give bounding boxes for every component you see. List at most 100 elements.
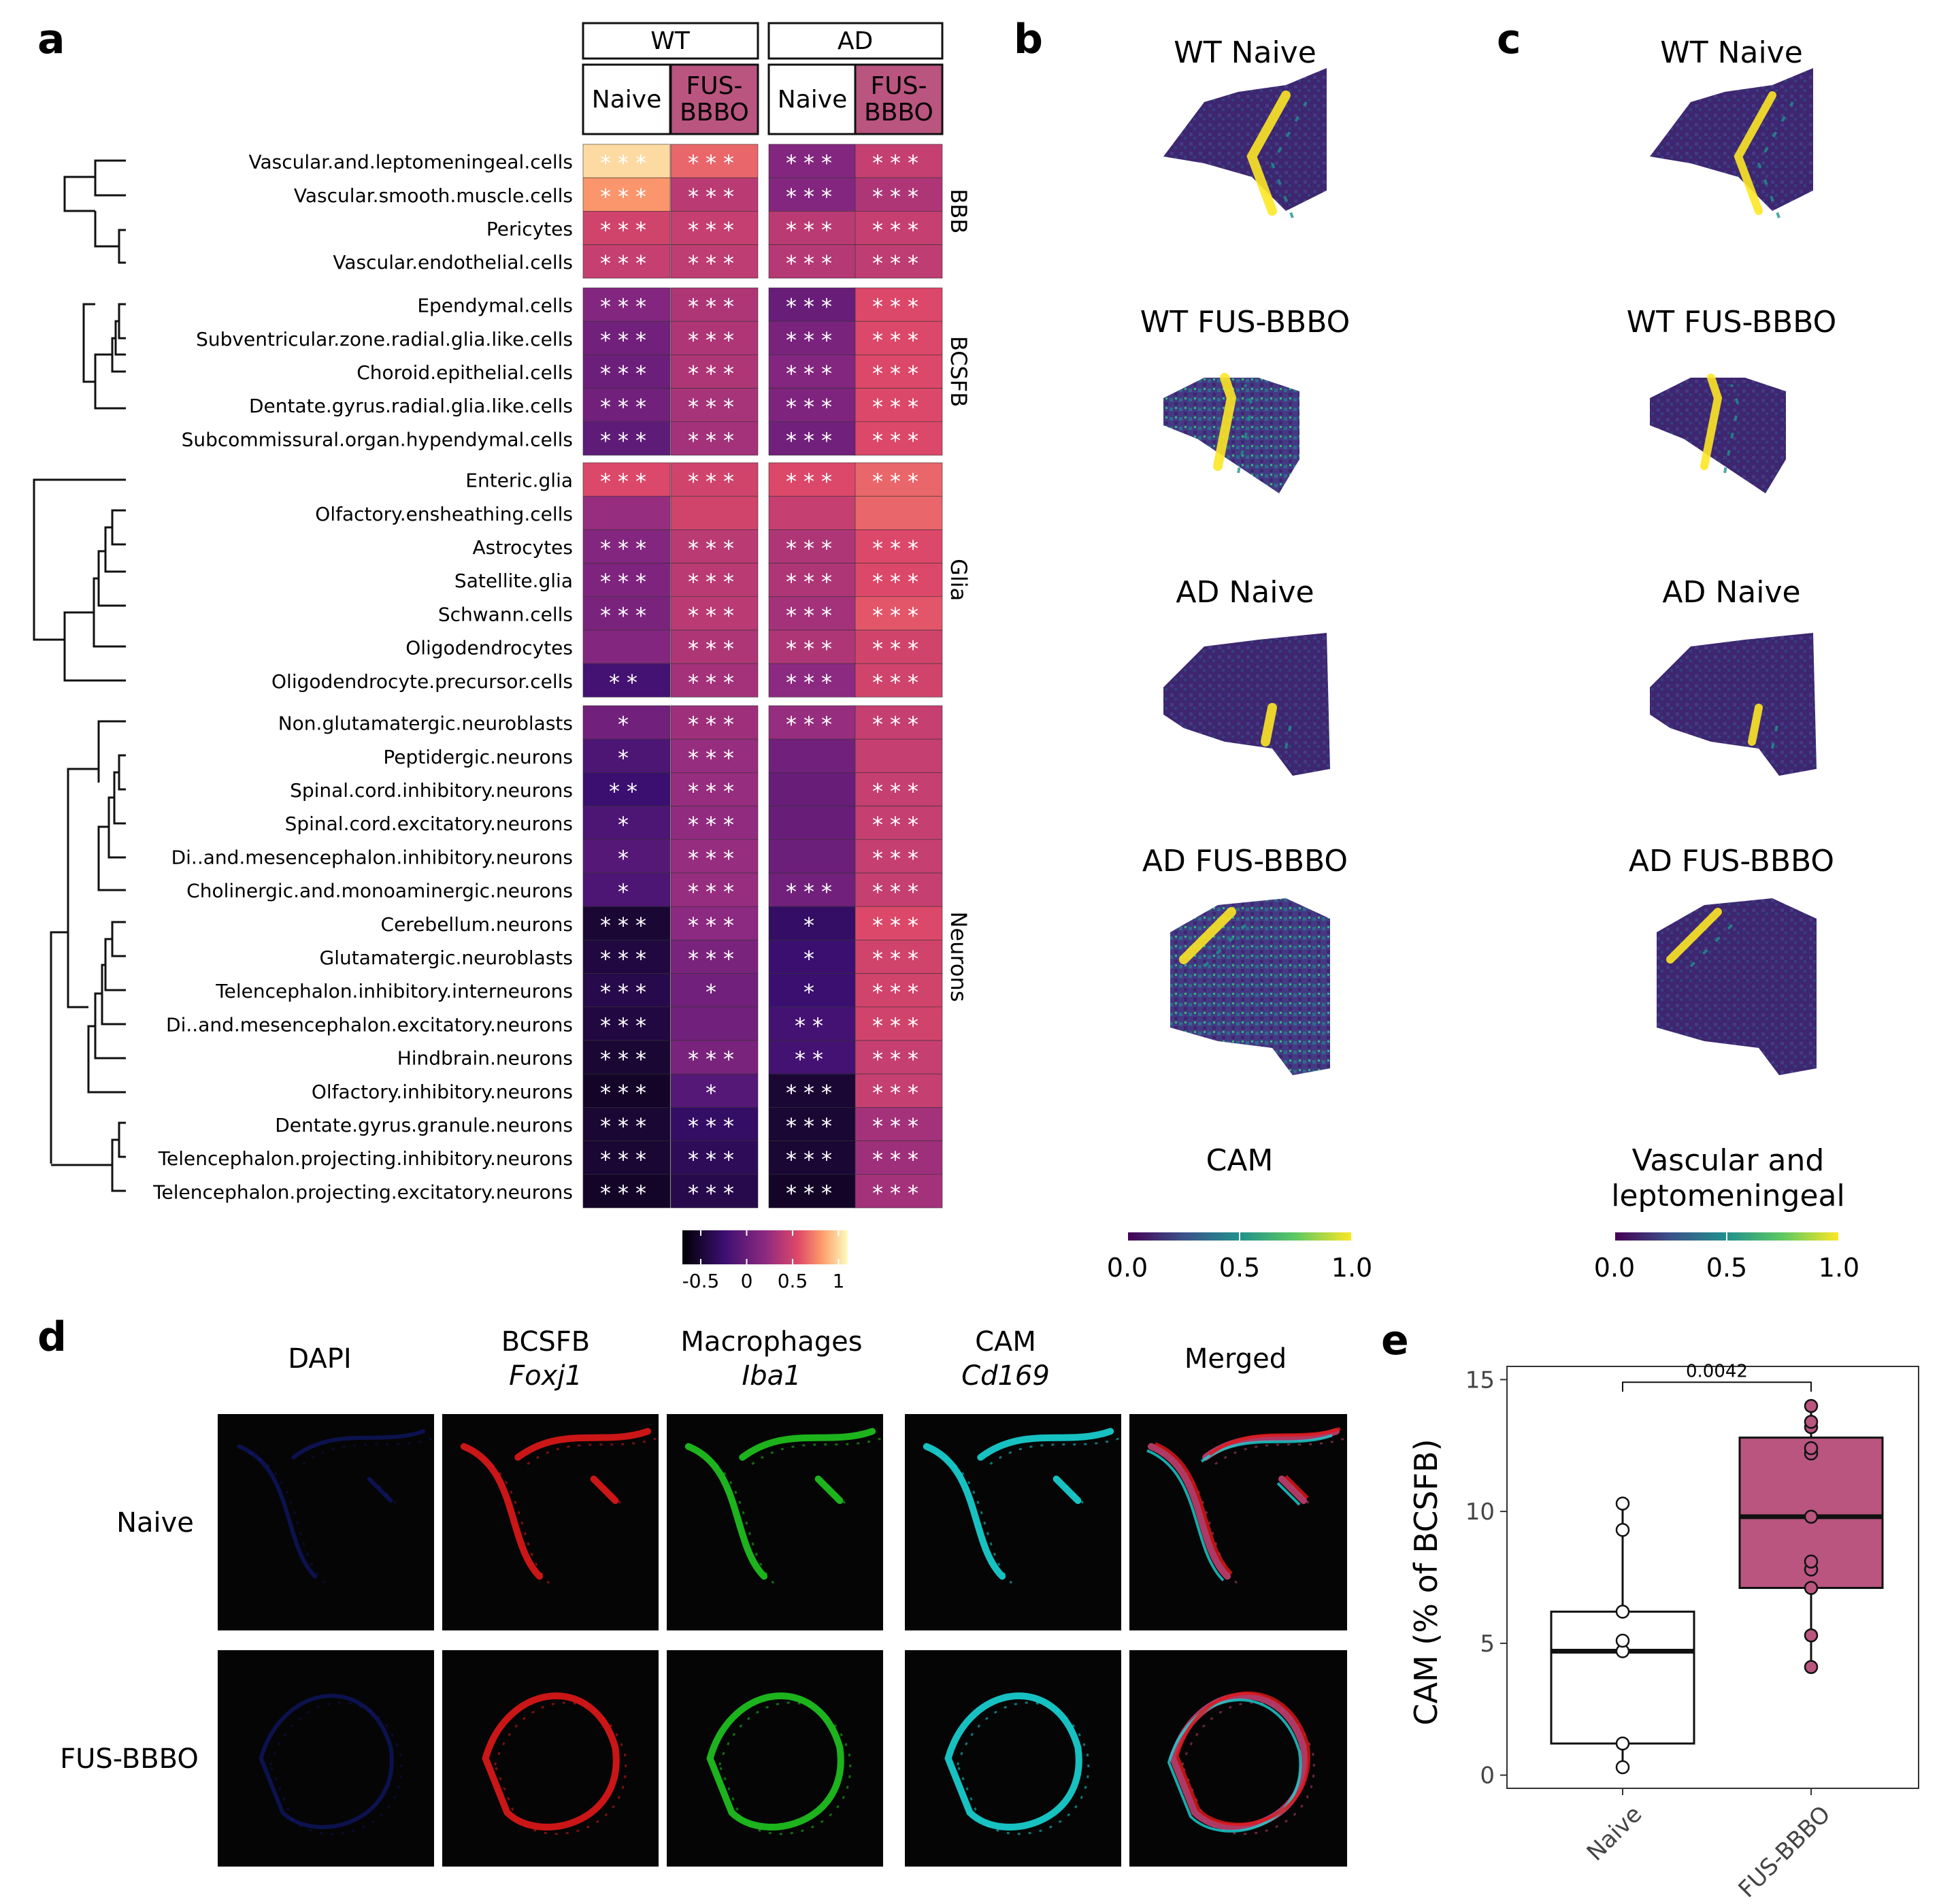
micro-image bbox=[218, 1414, 434, 1630]
significance-stars: *** bbox=[872, 536, 925, 561]
heatmap-cell bbox=[670, 738, 759, 773]
row-label: Schwann.cells bbox=[438, 603, 573, 625]
row-label: Cerebellum.neurons bbox=[381, 913, 573, 936]
significance-stars: * bbox=[706, 979, 723, 1005]
significance-stars: ** bbox=[609, 778, 644, 804]
heatmap-cell bbox=[768, 244, 857, 279]
heatmap-cell bbox=[855, 421, 943, 456]
heatmap-cell bbox=[855, 1140, 943, 1175]
significance-stars: *** bbox=[786, 1180, 839, 1206]
spatial-title: AD FUS-BBBO bbox=[1629, 844, 1834, 879]
heatmap-cell bbox=[768, 906, 857, 940]
row-label: Spinal.cord.inhibitory.neurons bbox=[290, 779, 573, 802]
significance-stars: *** bbox=[688, 1180, 741, 1206]
heatmap-cell bbox=[582, 211, 671, 245]
significance-stars: *** bbox=[688, 150, 741, 176]
significance-stars: * bbox=[618, 879, 635, 905]
significance-stars: * bbox=[803, 946, 821, 972]
micro-signal-speckle bbox=[718, 1701, 852, 1835]
row-label: Glutamatergic.neuroblasts bbox=[320, 947, 573, 969]
heatmap-cell bbox=[855, 839, 943, 874]
signal-hotspot bbox=[1213, 373, 1237, 471]
significance-stars: *** bbox=[872, 946, 925, 972]
block-label: Glia bbox=[946, 559, 972, 601]
micro-column-marker: Iba1 bbox=[742, 1360, 801, 1392]
significance-stars: *** bbox=[600, 217, 653, 243]
heatmap-cell bbox=[670, 906, 759, 940]
colorbar-tick-label: 1 bbox=[833, 1270, 845, 1292]
heatmap-cell bbox=[855, 1040, 943, 1074]
heatmap-cell bbox=[582, 355, 671, 389]
significance-stars: *** bbox=[872, 979, 925, 1005]
heatmap-cell bbox=[670, 839, 759, 874]
signal-hotspot bbox=[1179, 907, 1236, 964]
micro-signal bbox=[684, 1428, 876, 1580]
panel-letter-e: e bbox=[1381, 1317, 1409, 1364]
significance-stars: *** bbox=[688, 361, 741, 387]
box-0 bbox=[1550, 1610, 1695, 1745]
heatmap-cell bbox=[768, 211, 857, 245]
x-tick-label: FUS-BBBO bbox=[1734, 1801, 1836, 1903]
heatmap-cell bbox=[855, 1107, 943, 1141]
micro-signal bbox=[259, 1694, 394, 1829]
significance-stars: *** bbox=[600, 1080, 653, 1106]
row-label: Ependymal.cells bbox=[417, 295, 573, 317]
row-label: Di..and.mesencephalon.inhibitory.neurons bbox=[171, 846, 573, 868]
colorbar-tick-label: -0.5 bbox=[682, 1270, 720, 1292]
significance-stars: *** bbox=[872, 1047, 925, 1072]
significance-stars: *** bbox=[688, 1147, 741, 1172]
significance-stars: * bbox=[618, 745, 635, 771]
heatmap-cell bbox=[582, 596, 671, 631]
significance-stars: *** bbox=[872, 1147, 925, 1172]
data-point bbox=[1804, 1509, 1819, 1524]
significance-stars: *** bbox=[688, 427, 741, 453]
significance-stars: *** bbox=[872, 636, 925, 662]
significance-stars: *** bbox=[600, 1147, 653, 1172]
heatmap-cell bbox=[582, 421, 671, 456]
significance-stars: * bbox=[706, 1080, 723, 1106]
heatmap-cell bbox=[670, 563, 759, 597]
significance-stars: *** bbox=[688, 184, 741, 210]
colorbar-tick-label: 0 bbox=[741, 1270, 753, 1292]
heatmap-cell bbox=[768, 839, 857, 874]
row-label: Olfactory.ensheathing.cells bbox=[315, 503, 573, 525]
significance-stars: * bbox=[803, 913, 821, 938]
significance-stars: *** bbox=[600, 469, 653, 495]
heatmap-cell bbox=[670, 244, 759, 279]
significance-stars: *** bbox=[600, 569, 653, 595]
row-label: Telencephalon.projecting.excitatory.neur… bbox=[152, 1181, 573, 1203]
significance-stars: *** bbox=[872, 1013, 925, 1038]
significance-stars: *** bbox=[688, 394, 741, 420]
micro-column-label: Merged bbox=[1184, 1343, 1287, 1375]
group-label-wt: WT bbox=[650, 27, 691, 55]
row-label: Dentate.gyrus.granule.neurons bbox=[275, 1114, 573, 1136]
heatmap-cell bbox=[768, 177, 857, 212]
significance-stars: *** bbox=[872, 469, 925, 495]
tissue-section bbox=[1163, 68, 1327, 211]
signal-hotspot bbox=[1700, 374, 1723, 470]
heatmap-cell bbox=[768, 705, 857, 740]
heatmap-cell bbox=[582, 906, 671, 940]
heatmap-cell bbox=[855, 973, 943, 1008]
heatmap-cell bbox=[670, 495, 759, 530]
significance-stars: *** bbox=[872, 712, 925, 738]
heatmap-cell bbox=[768, 738, 857, 773]
heatmap-cell bbox=[670, 596, 759, 631]
row-label: Oligodendrocyte.precursor.cells bbox=[271, 670, 573, 693]
heatmap-cell bbox=[768, 529, 857, 563]
heatmap-cell bbox=[670, 872, 759, 907]
heatmap-cell bbox=[670, 940, 759, 974]
significance-stars: *** bbox=[688, 536, 741, 561]
micro-image bbox=[442, 1650, 659, 1867]
significance-stars: *** bbox=[872, 327, 925, 353]
row-label: Subcommissural.organ.hypendymal.cells bbox=[182, 428, 573, 450]
block-label: BCSFB bbox=[946, 336, 972, 407]
data-point bbox=[1804, 1581, 1819, 1595]
y-tick-label: 10 bbox=[1465, 1498, 1495, 1526]
significance-stars: *** bbox=[688, 913, 741, 938]
column-header-3 bbox=[854, 63, 944, 135]
tissue-section bbox=[1650, 633, 1817, 776]
signal-scatter bbox=[1723, 384, 1740, 474]
significance-stars: *** bbox=[600, 979, 653, 1005]
significance-stars: *** bbox=[786, 536, 839, 561]
